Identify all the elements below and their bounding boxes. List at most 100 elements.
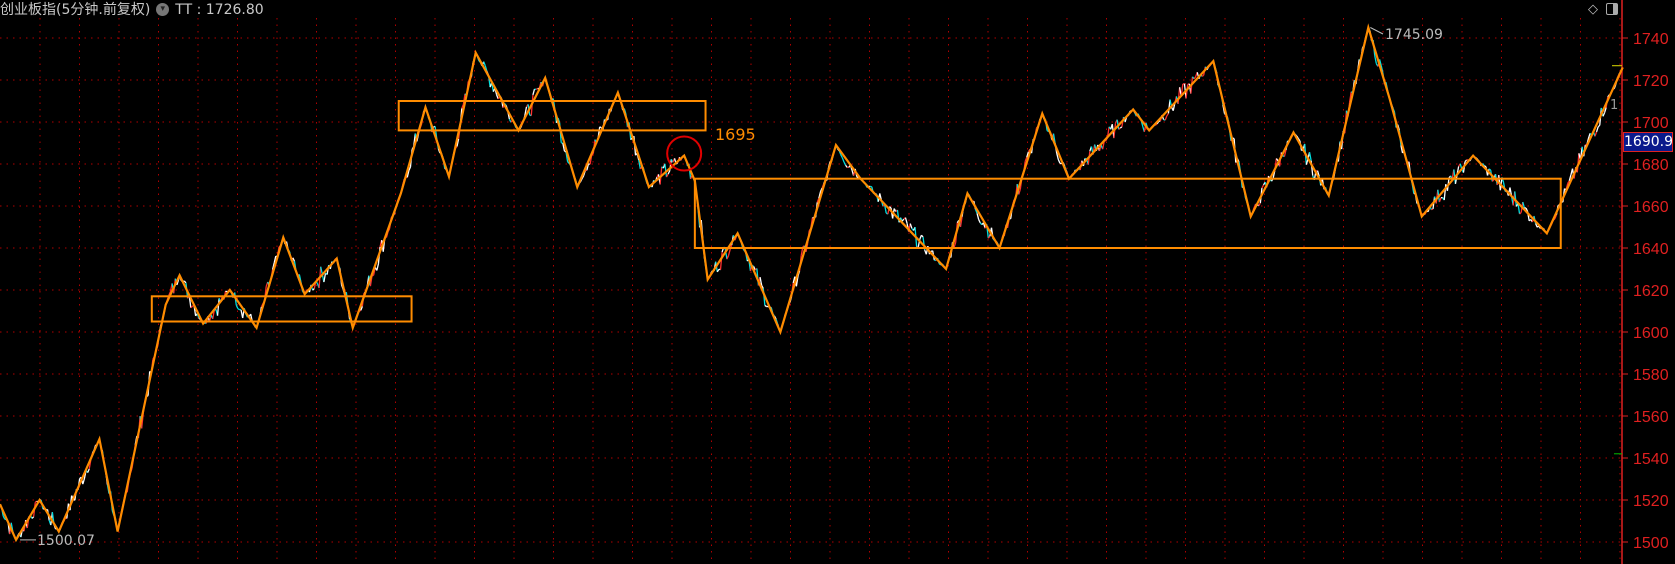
price-segment [461,104,465,109]
y-tick-label: 1640 [1633,241,1669,258]
price-segment [1059,162,1062,165]
y-tick-label: 1500 [1633,535,1669,552]
price-segment [638,159,641,170]
price-segment [190,305,193,309]
price-segment [34,500,38,503]
diamond-icon[interactable]: ◇ [1588,2,1598,17]
price-segment [562,143,566,152]
y-tick-label: 1600 [1633,325,1669,342]
price-segment [1201,74,1205,77]
price-segment [168,291,172,296]
price-segment [920,234,924,238]
price-segment [1464,159,1468,163]
price-segment [1258,202,1261,207]
price-segment [1193,76,1197,80]
price-segment [1488,168,1492,171]
price-segment [795,275,799,287]
price-segment [312,288,315,291]
price-segment [1155,123,1158,126]
price-segment [1296,135,1299,139]
price-segment [664,163,668,178]
price-segment [909,223,913,229]
indicator-value: 1726.80 [205,2,264,18]
price-segment [761,285,764,289]
price-segment [843,161,847,166]
price-segment [456,138,460,147]
y-tick-label: 1700 [1633,115,1669,132]
price-segment [1348,91,1352,103]
price-segment [1519,211,1522,215]
price-segment [959,216,963,227]
price-segment [1525,207,1529,212]
price-segment [1166,113,1169,117]
price-segment [719,251,723,270]
price-segment [1024,157,1028,162]
price-segment [904,217,908,224]
price-segment [532,88,536,96]
price-segment [567,161,570,164]
panel-toggle-icon[interactable] [1606,3,1618,15]
price-segment [1374,55,1377,64]
price-segment [408,166,412,171]
price-segment [87,468,90,473]
high-pointer [1370,27,1384,35]
y-tick-label: 1720 [1633,73,1669,90]
price-segment [1057,159,1061,164]
price-segment [978,219,981,224]
price-segment [1056,152,1059,160]
price-segment [819,187,823,193]
price-segment [1316,170,1320,177]
price-segment [524,106,528,116]
price-segment [759,276,763,286]
dropdown-icon[interactable]: ▾ [156,2,170,16]
consolidation-box [150,295,413,323]
price-segment [726,255,730,260]
price-segment [816,198,820,203]
y-tick-label: 1540 [1633,451,1669,468]
price-segment [901,218,905,222]
chart-title-bar: 创业板指(5分钟.前复权) ▾ TT : 1726.80 [0,2,264,18]
y-tick-label: 1580 [1633,367,1669,384]
price-segment [1587,133,1591,139]
price-segment [1482,163,1485,167]
price-segment [1522,201,1526,209]
price-segment [483,61,486,67]
price-segment [1164,115,1168,121]
price-segment [183,280,187,284]
marker-circle [666,135,703,172]
price-segment [987,235,991,239]
price-segment [82,478,86,485]
price-segment [1026,151,1030,158]
price-segment [1378,59,1382,66]
price-segment [176,279,180,286]
price-segment [716,268,720,273]
price-segment [237,308,240,311]
price-segment [845,164,848,168]
price-segment [1602,112,1606,117]
price-segment [764,304,767,308]
price-segment [1597,124,1601,128]
price-segment [1517,203,1521,215]
price-segment [31,516,35,519]
price-segment [889,206,892,209]
price-segment [1484,165,1487,168]
price-segment [1261,184,1265,189]
y-tick-label: 1680 [1633,157,1669,174]
price-segment [1308,152,1312,161]
price-segment [1595,126,1599,133]
price-segment [1275,158,1279,162]
price-segment [586,163,590,171]
price-segment [2,515,6,520]
price-segment [1018,188,1021,195]
price-segment [1568,174,1572,181]
price-segment [434,126,438,139]
current-price-label: 1690.9 [1623,132,1673,152]
y-tick-label: 1740 [1633,31,1669,48]
price-segment [667,170,671,175]
price-segment [1119,126,1123,129]
price-segment [225,290,228,293]
price-segment [561,142,564,144]
instrument-name: 创业板指(5分钟.前复权) [0,2,151,18]
price-segment [235,304,239,309]
